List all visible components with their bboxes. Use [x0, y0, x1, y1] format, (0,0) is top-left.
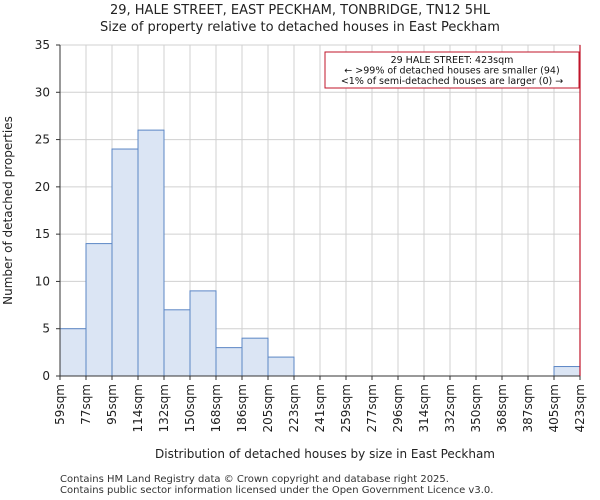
x-tick-label: 387sqm	[521, 384, 535, 432]
x-tick-label: 259sqm	[339, 384, 353, 432]
x-tick-label: 59sqm	[53, 384, 67, 425]
x-tick-label: 296sqm	[391, 384, 405, 432]
x-tick-label: 223sqm	[287, 384, 301, 432]
annotation-line: 29 HALE STREET: 423sqm	[391, 55, 514, 66]
x-tick-label: 423sqm	[573, 384, 587, 432]
x-tick-label: 405sqm	[547, 384, 561, 432]
histogram-bar	[241, 337, 269, 377]
histogram-bar	[85, 243, 113, 377]
y-tick-label: 0	[42, 369, 50, 383]
x-tick-label: 186sqm	[235, 384, 249, 432]
x-tick-label: 132sqm	[157, 384, 171, 432]
chart-subtitle: Size of property relative to detached ho…	[100, 20, 500, 35]
y-axis-title: Number of detached properties	[1, 116, 15, 305]
x-tick-label: 314sqm	[417, 384, 431, 432]
y-tick-label: 35	[35, 38, 50, 52]
annotation-line: ← >99% of detached houses are smaller (9…	[344, 66, 559, 77]
y-tick-label: 5	[42, 322, 50, 336]
x-tick-label: 95sqm	[105, 384, 119, 425]
x-tick-label: 168sqm	[209, 384, 223, 432]
footer-line-2: Contains public sector information licen…	[60, 485, 494, 496]
y-tick-label: 30	[35, 85, 50, 99]
x-tick-label: 241sqm	[313, 384, 327, 432]
histogram-bar	[189, 290, 217, 377]
histogram-bar	[553, 366, 581, 377]
y-tick-label: 25	[35, 133, 50, 147]
histogram-bar	[137, 129, 165, 377]
x-tick-label: 150sqm	[183, 384, 197, 432]
x-tick-label: 77sqm	[79, 384, 93, 425]
histogram-bar	[111, 148, 139, 377]
y-tick-label: 15	[35, 227, 50, 241]
x-tick-label: 332sqm	[443, 384, 457, 432]
y-tick-label: 20	[35, 180, 50, 194]
annotation-line: <1% of semi-detached houses are larger (…	[341, 76, 563, 87]
x-tick-label: 114sqm	[131, 384, 145, 432]
chart-title: 29, HALE STREET, EAST PECKHAM, TONBRIDGE…	[109, 3, 491, 18]
histogram-bar	[163, 309, 191, 377]
y-tick-label: 10	[35, 274, 50, 288]
histogram-bar	[215, 347, 243, 377]
x-tick-label: 350sqm	[469, 384, 483, 432]
x-tick-label: 205sqm	[261, 384, 275, 432]
x-tick-label: 277sqm	[365, 384, 379, 432]
x-axis-title: Distribution of detached houses by size …	[155, 447, 495, 461]
annotation-box	[324, 51, 580, 89]
x-tick-label: 368sqm	[495, 384, 509, 432]
footer-line-1: Contains HM Land Registry data © Crown c…	[60, 474, 449, 485]
histogram-bar	[59, 328, 87, 377]
histogram-bar	[267, 356, 295, 377]
